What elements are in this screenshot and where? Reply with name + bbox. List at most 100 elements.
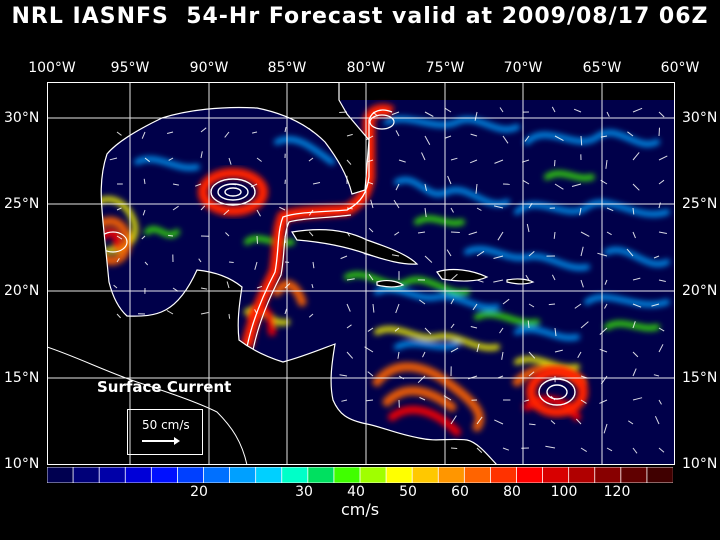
current-vector-arrow — [395, 183, 400, 191]
current-vector-arrow — [256, 157, 262, 162]
colorbar-segment — [124, 467, 153, 483]
colorbar-segment — [385, 467, 413, 483]
current-vector-arrow — [168, 234, 174, 237]
current-vector-arrow — [658, 344, 664, 353]
current-vector-arrow — [450, 298, 455, 305]
current-vector-arrow — [424, 255, 433, 263]
current-vector-arrow — [599, 327, 608, 335]
current-vector-arrow — [550, 420, 556, 425]
current-vector-arrow — [341, 399, 348, 402]
current-vector-arrow — [554, 135, 564, 142]
current-vectors — [109, 106, 668, 454]
current-vector-arrow — [554, 327, 557, 337]
current-vector-arrow — [340, 255, 348, 260]
current-vector-arrow — [250, 183, 258, 188]
current-vector-arrow — [600, 375, 608, 385]
map-frame — [47, 82, 675, 465]
current-vector-arrow — [450, 273, 458, 281]
latitude-label: 20°N — [682, 283, 718, 299]
current-vector-arrow — [424, 111, 434, 117]
current-vector-arrow — [417, 231, 426, 234]
current-vector-arrow — [116, 207, 122, 211]
current-vector-arrow — [424, 327, 432, 335]
current-vector-arrow — [367, 327, 374, 332]
current-vector-arrow — [254, 309, 258, 315]
current-vector-arrow — [554, 183, 564, 190]
current-vector-arrow — [606, 447, 613, 452]
current-vector-arrow — [653, 255, 660, 259]
current-vector-arrow — [311, 283, 314, 289]
current-vector-arrow — [476, 416, 483, 425]
current-vector-arrow — [256, 285, 263, 289]
current-vector-arrow — [472, 303, 478, 311]
latitude-label: 20°N — [4, 283, 40, 299]
latitude-label: 15°N — [4, 370, 40, 386]
colorbar-segment — [47, 467, 74, 483]
current-vector-arrow — [527, 320, 530, 329]
latitude-label: 30°N — [682, 110, 718, 126]
current-vector-arrow — [476, 343, 480, 353]
current-vector-arrow — [468, 231, 478, 236]
current-vector-arrow — [424, 183, 427, 191]
current-speed-field — [84, 102, 670, 436]
current-vector-arrow — [632, 303, 642, 308]
latitude-label: 15°N — [682, 370, 718, 386]
current-vector-arrow — [580, 375, 588, 379]
current-vector-arrow — [604, 303, 608, 309]
current-vector-arrow — [172, 183, 179, 186]
current-vector-arrow — [144, 157, 151, 163]
current-vector-arrow — [254, 261, 258, 270]
current-vector-arrow — [521, 159, 530, 163]
current-vector-arrow — [526, 223, 530, 233]
longitude-label: 60°W — [660, 60, 700, 76]
current-vector-arrow — [502, 135, 509, 144]
current-vector-arrow — [571, 183, 582, 187]
current-vector-arrow — [573, 108, 582, 113]
current-vector-arrow — [579, 207, 582, 216]
current-vector-arrow — [658, 202, 661, 209]
colorbar-units: cm/s — [340, 500, 380, 519]
current-vector-arrow — [658, 155, 668, 161]
current-vector-arrow — [632, 321, 636, 329]
current-vector-arrow — [223, 209, 230, 216]
current-vector-arrow — [528, 423, 536, 426]
current-vector-arrow — [470, 133, 478, 137]
surface-current-map — [47, 82, 675, 465]
current-vector-arrow — [116, 313, 121, 319]
current-vector-arrow — [200, 287, 208, 290]
current-vector-arrow — [172, 287, 179, 292]
reference-vector-box: 50 cm/s — [127, 409, 203, 455]
latitude-label: 25°N — [682, 196, 718, 212]
current-vector-arrow — [366, 399, 374, 402]
current-vector-arrow — [365, 135, 374, 141]
current-vector-arrow — [200, 312, 209, 315]
colorbar-segment — [594, 467, 622, 483]
current-vector-arrow — [398, 375, 405, 380]
current-vector-arrow — [312, 182, 321, 185]
current-vector-arrow — [632, 397, 643, 401]
current-vector-arrow — [606, 231, 612, 236]
current-vector-arrow — [658, 231, 667, 234]
current-vector-arrow — [599, 399, 608, 404]
current-vector-arrow — [308, 127, 314, 133]
current-vector-arrow — [367, 159, 374, 163]
current-vector-arrow — [599, 348, 608, 353]
current-vector-arrow — [632, 277, 641, 281]
current-vector-arrow — [142, 209, 146, 216]
speed-colorbar — [47, 467, 673, 483]
current-vector-arrow — [226, 281, 230, 289]
longitude-label: 100°W — [28, 60, 76, 76]
current-vector-arrow — [499, 107, 504, 113]
current-vector-arrow — [524, 399, 530, 402]
colorbar-segment — [463, 467, 492, 483]
current-vector-arrow — [251, 131, 258, 134]
current-vector-arrow — [528, 202, 533, 209]
colorbar-tick: 40 — [347, 484, 365, 500]
current-vector-arrow — [308, 157, 314, 162]
current-vector-arrow — [109, 157, 118, 161]
current-vector-arrow — [346, 133, 353, 137]
current-vector-arrow — [499, 327, 504, 334]
current-vector-arrow — [522, 179, 530, 185]
current-vector-arrow — [450, 157, 458, 161]
current-vector-arrow — [419, 299, 426, 305]
